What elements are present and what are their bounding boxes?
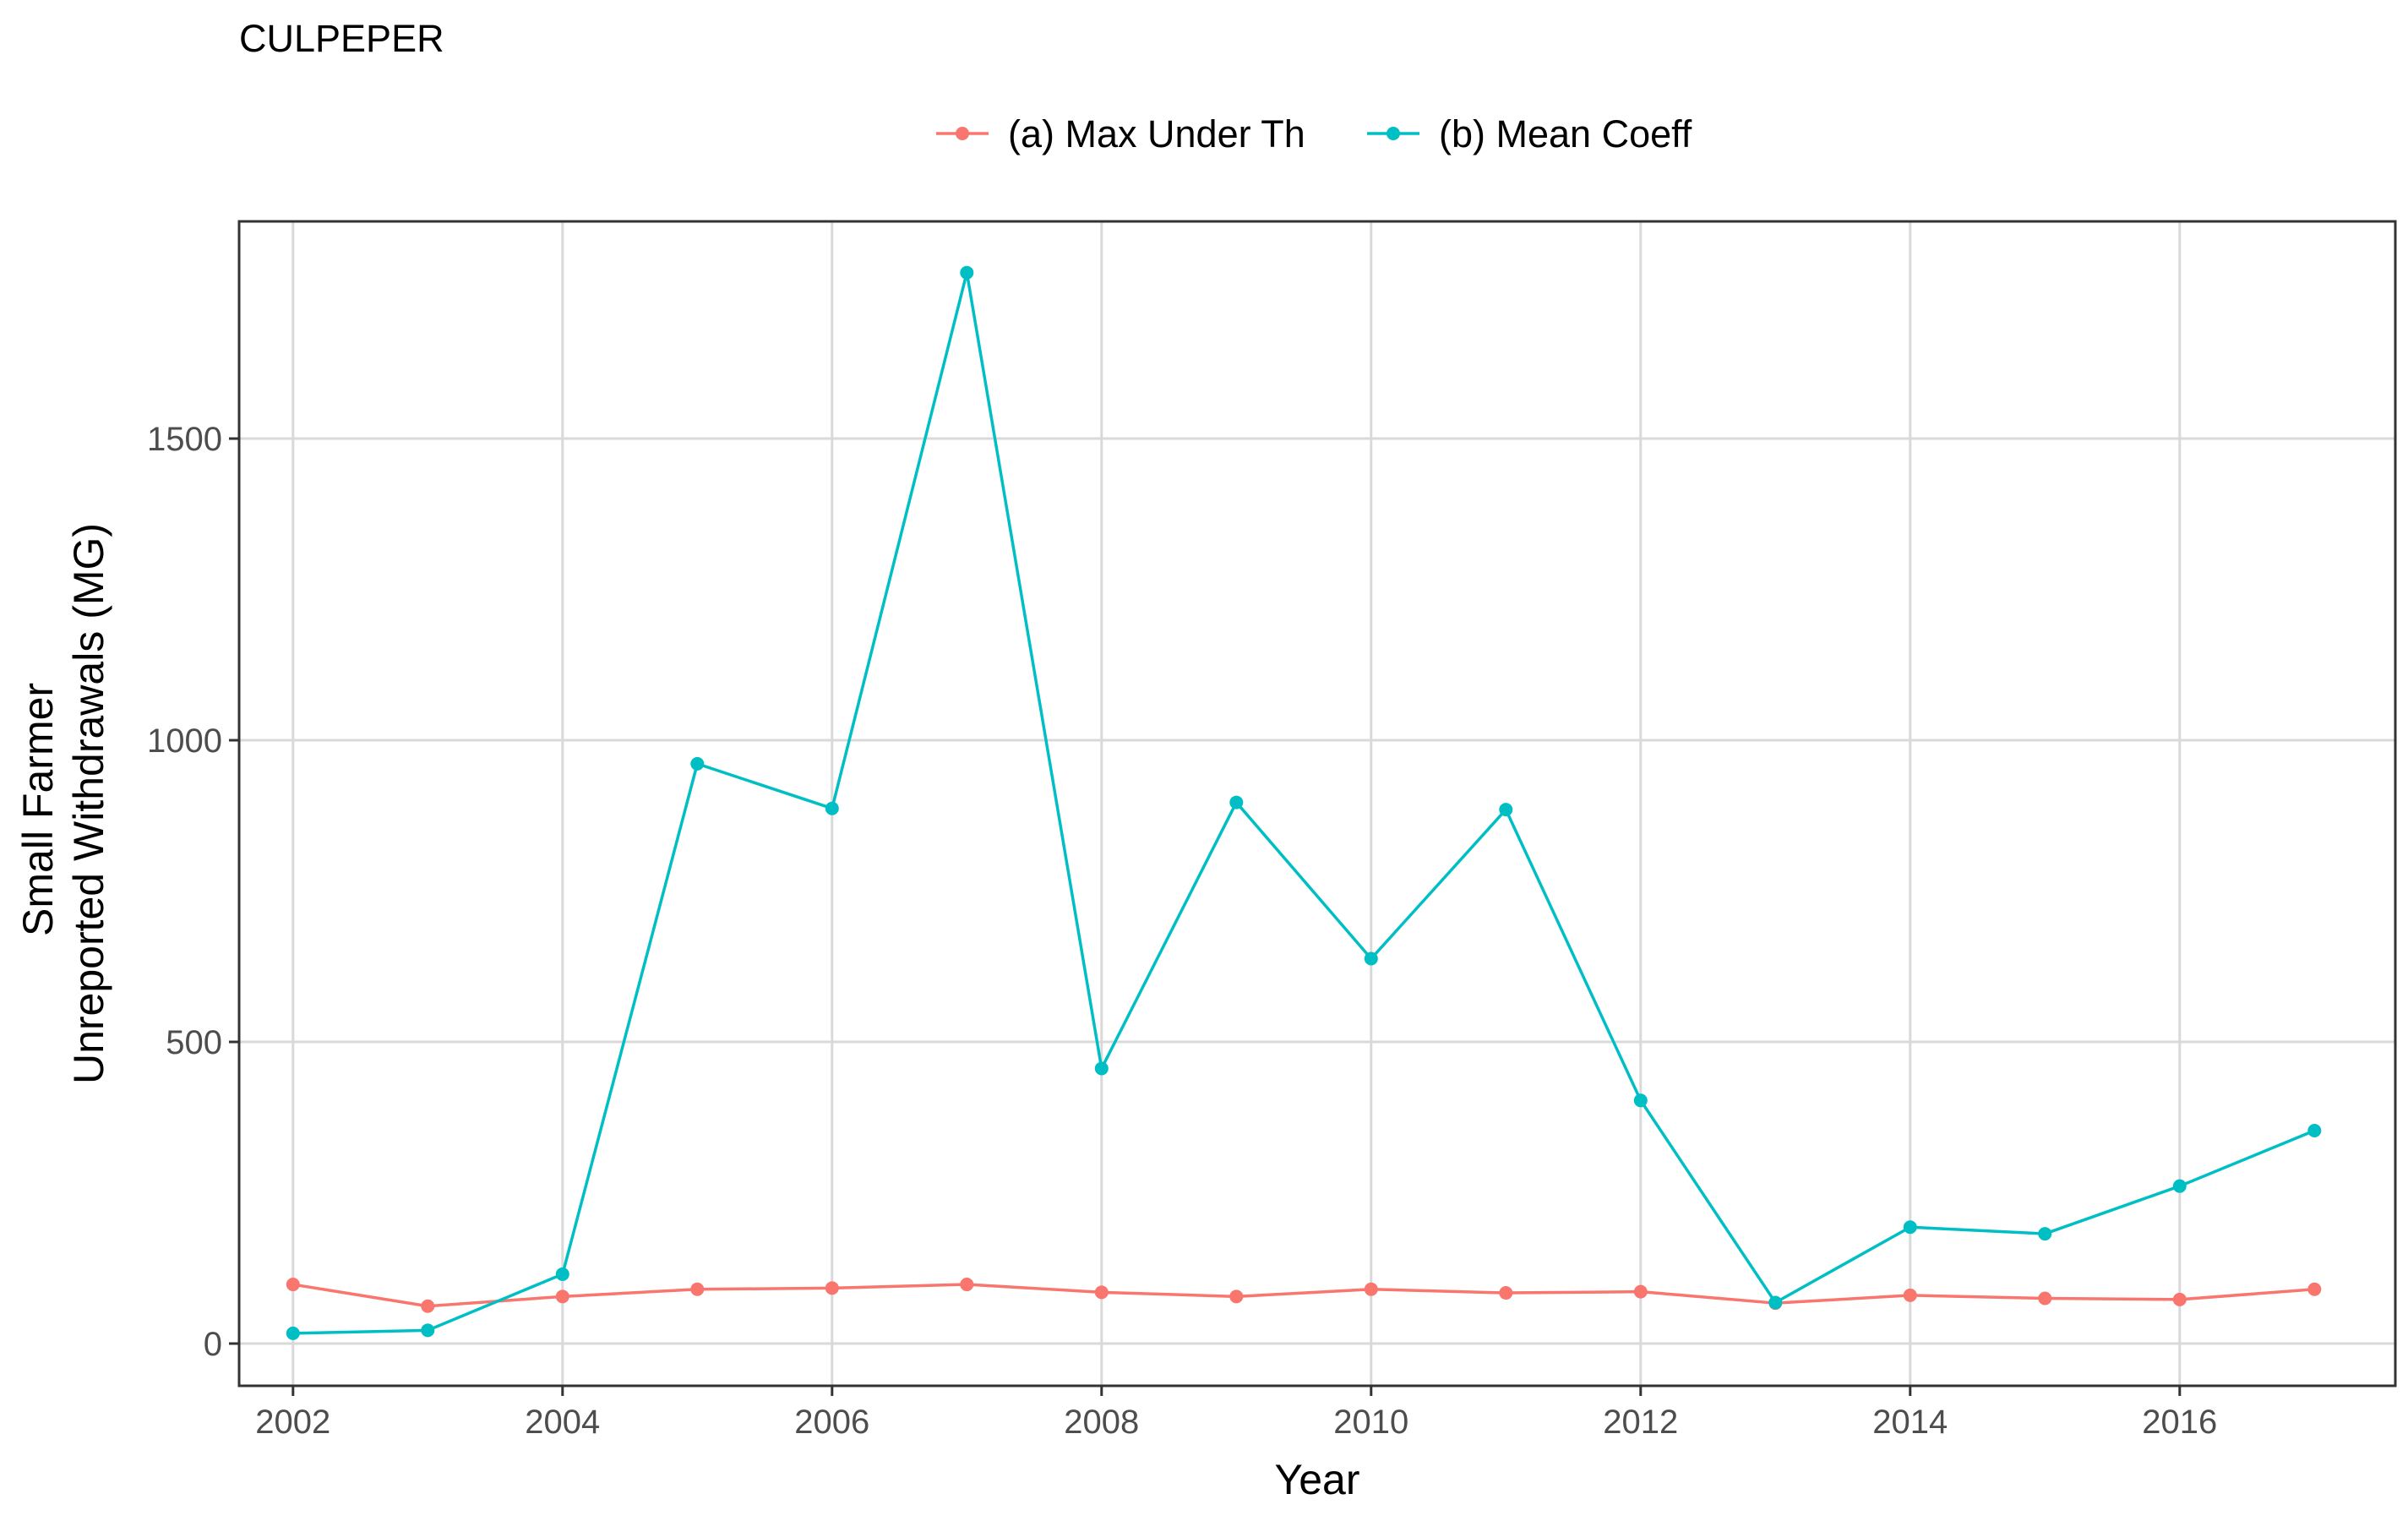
x-tick-label: 2016 (2142, 1404, 2217, 1441)
legend-label: (b) Mean Coeff (1439, 112, 1692, 155)
x-tick-label: 2014 (1872, 1404, 1948, 1441)
data-point (1903, 1220, 1917, 1235)
data-point (286, 1278, 300, 1292)
x-axis: 2002 2004 2006 2008 2010 2012 2014 2016 (255, 1386, 2217, 1441)
data-point (421, 1299, 435, 1313)
data-point (2038, 1291, 2052, 1306)
data-point (1499, 803, 1513, 817)
data-point (1903, 1288, 1917, 1302)
data-point (1633, 1093, 1648, 1108)
x-tick-label: 2010 (1333, 1404, 1408, 1441)
data-point (1229, 1289, 1244, 1304)
data-point (555, 1289, 569, 1304)
data-point (1499, 1286, 1513, 1300)
data-point (1768, 1295, 1783, 1310)
x-tick-label: 2006 (794, 1404, 869, 1441)
legend: (a) Max Under Th (b) Mean Coeff (936, 112, 1692, 155)
y-axis-title: Small Farmer Unreported Withdrawals (MG) (14, 523, 112, 1084)
data-point (690, 756, 705, 771)
data-point (1094, 1061, 1109, 1076)
y-tick-label: 500 (166, 1024, 222, 1061)
data-point (1364, 951, 1378, 966)
y-tick-label: 1500 (147, 421, 222, 458)
legend-key-point (956, 127, 969, 140)
data-point (1633, 1284, 1648, 1299)
x-axis-title: Year (1274, 1456, 1359, 1503)
series-layer (286, 265, 2322, 1340)
data-point (286, 1326, 300, 1340)
data-point (421, 1323, 435, 1338)
legend-label: (a) Max Under Th (1008, 112, 1305, 155)
series-line (292, 270, 2315, 1335)
data-point (690, 1282, 705, 1296)
series-line (292, 1283, 2315, 1308)
data-point (1364, 1282, 1378, 1296)
data-point (2172, 1179, 2187, 1193)
data-point (555, 1267, 569, 1281)
data-point (825, 801, 839, 815)
x-tick-label: 2002 (255, 1404, 330, 1441)
legend-item-b: (b) Mean Coeff (1367, 112, 1692, 155)
y-tick-label: 1000 (147, 722, 222, 760)
x-tick-label: 2004 (525, 1404, 600, 1441)
series-b (286, 265, 2322, 1340)
gridlines (239, 221, 2395, 1386)
data-point (1229, 795, 1244, 810)
data-point (2307, 1282, 2322, 1296)
data-point (2038, 1227, 2052, 1241)
x-tick-label: 2012 (1603, 1404, 1678, 1441)
legend-key-point (1387, 127, 1400, 140)
chart-title: CULPEPER (239, 17, 444, 60)
y-tick-label: 0 (204, 1326, 222, 1363)
y-axis: 0 500 1000 1500 (147, 421, 239, 1363)
data-point (960, 1278, 974, 1292)
data-point (825, 1281, 839, 1295)
data-point (2172, 1292, 2187, 1306)
y-axis-title-line-2: Unreported Withdrawals (MG) (65, 523, 112, 1084)
plot-panel-border (237, 220, 2397, 1387)
data-point (960, 265, 974, 280)
legend-item-a: (a) Max Under Th (936, 112, 1305, 155)
x-tick-label: 2008 (1064, 1404, 1139, 1441)
data-point (2307, 1123, 2322, 1137)
y-axis-title-line-1: Small Farmer (14, 683, 62, 936)
data-point (1094, 1285, 1109, 1300)
